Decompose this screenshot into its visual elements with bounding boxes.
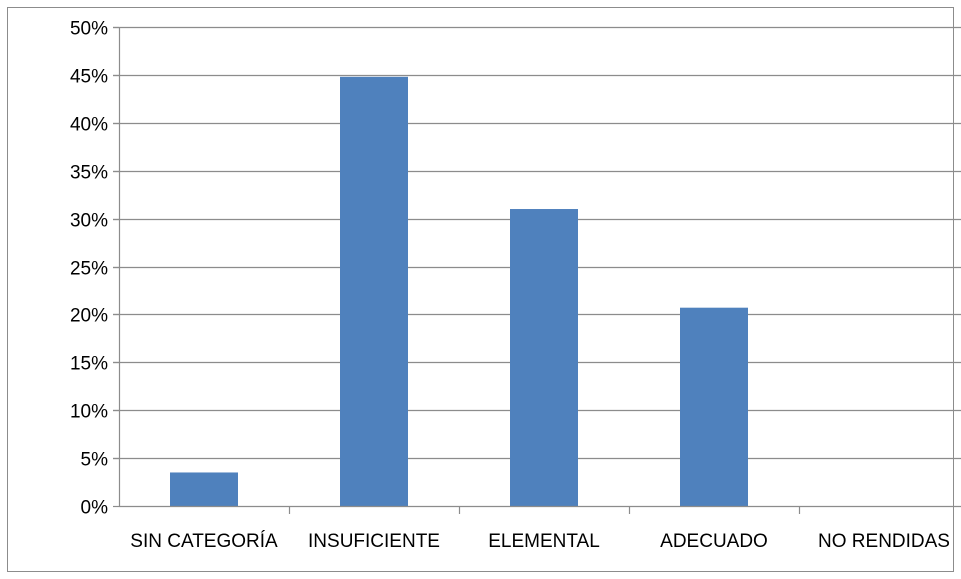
x-tick-label: ELEMENTAL	[488, 531, 600, 552]
x-tick-label: NO RENDIDAS	[818, 531, 950, 552]
x-tick-labels: SIN CATEGORÍA INSUFICIENTE ELEMENTAL ADECUA…	[130, 531, 950, 552]
bar	[510, 209, 578, 506]
axes	[113, 26, 961, 514]
y-tick-label: 15%	[70, 354, 108, 375]
x-tick-label: ADECUADO	[660, 531, 768, 552]
x-tick-label: SIN CATEGORÍA	[130, 531, 278, 552]
y-tick-label: 25%	[70, 259, 108, 280]
y-tick-label: 35%	[70, 163, 108, 184]
bar	[680, 307, 748, 506]
bar	[170, 472, 238, 506]
y-tick-label: 50%	[70, 19, 108, 40]
y-tick-label: 10%	[70, 402, 108, 423]
bar	[340, 76, 408, 506]
chart-border	[7, 7, 954, 572]
y-tick-label: 45%	[70, 67, 108, 88]
y-tick-label: 20%	[70, 306, 108, 327]
y-tick-label: 40%	[70, 115, 108, 136]
y-tick-label: 30%	[70, 211, 108, 232]
x-tick-label: INSUFICIENTE	[308, 531, 440, 552]
y-tick-label: 0%	[81, 498, 109, 519]
y-tick-label: 5%	[81, 450, 109, 471]
bars	[170, 76, 748, 506]
y-tick-labels: 0% 5% 10% 15% 20% 25% 30% 35% 40% 45% 50%	[70, 19, 108, 519]
